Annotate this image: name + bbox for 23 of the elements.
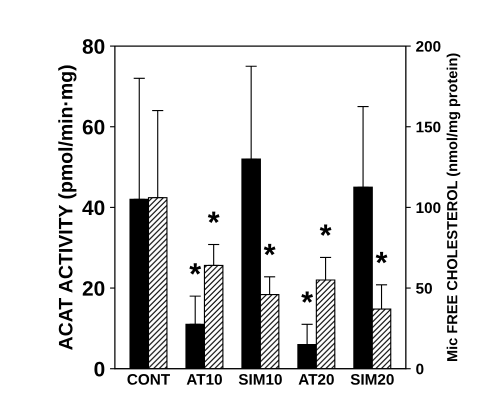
y2-tick-label: 150 xyxy=(416,122,440,132)
y2-tick-label: 100 xyxy=(416,202,440,214)
y-tick-label: 0 xyxy=(94,362,104,376)
y-axis-title: ACAT ACTIVITY (pmol/min·mg) xyxy=(58,65,76,350)
y2-tick-label: 0 xyxy=(416,364,424,374)
x-tick-label: AT10 xyxy=(186,374,222,385)
y2-tick-label: 50 xyxy=(416,282,432,294)
y2-axis-title: Mic FREE CHOLESTEROL (nmol/mg protein) xyxy=(446,54,460,362)
annotation: * xyxy=(264,244,276,256)
x-tick-label: AT20 xyxy=(298,374,334,385)
annotation: * xyxy=(189,263,202,275)
y-tick-label: 80 xyxy=(82,39,104,54)
x-tick-label: SIM20 xyxy=(350,374,394,385)
annotation: * xyxy=(301,291,314,303)
y2-tick-label: 200 xyxy=(416,40,440,52)
y-tick-label: 60 xyxy=(82,120,104,134)
x-tick-label: SIM10 xyxy=(238,374,282,385)
annotation: * xyxy=(208,212,220,223)
annotation: * xyxy=(320,224,332,236)
x-tick-label: CONT xyxy=(127,374,170,385)
y-tick-label: 20 xyxy=(82,281,104,296)
y-tick-label: 40 xyxy=(82,200,104,216)
annotation: * xyxy=(376,252,388,264)
